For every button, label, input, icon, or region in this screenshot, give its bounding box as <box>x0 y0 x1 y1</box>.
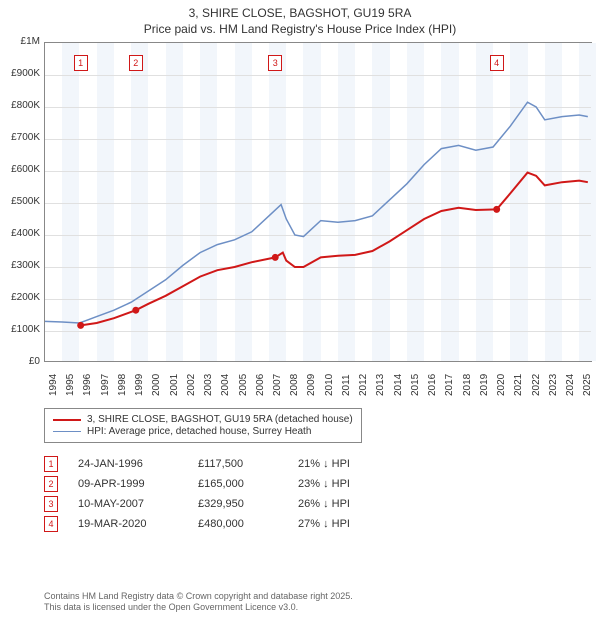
x-axis-label: 2012 <box>358 374 369 396</box>
x-axis-label: 2015 <box>410 374 421 396</box>
x-axis-label: 2023 <box>548 374 559 396</box>
series-price_paid <box>81 173 588 326</box>
x-axis-label: 2000 <box>151 374 162 396</box>
x-axis-label: 2021 <box>513 374 524 396</box>
x-axis-label: 2014 <box>393 374 404 396</box>
y-axis-label: £300K <box>0 260 40 271</box>
x-axis-label: 2002 <box>186 374 197 396</box>
legend-swatch <box>53 431 81 432</box>
y-axis-label: £0 <box>0 356 40 367</box>
x-axis-label: 2020 <box>496 374 507 396</box>
x-axis-label: 2001 <box>169 374 180 396</box>
sales-row-marker: 4 <box>44 516 58 532</box>
sales-row-diff: 26% ↓ HPI <box>298 498 378 510</box>
sales-row-date: 10-MAY-2007 <box>78 498 178 510</box>
footer-attribution: Contains HM Land Registry data © Crown c… <box>44 591 353 614</box>
x-axis-label: 1994 <box>48 374 59 396</box>
sales-row-diff: 21% ↓ HPI <box>298 458 378 470</box>
sales-row: 1 24-JAN-1996 £117,500 21% ↓ HPI <box>44 456 378 472</box>
x-axis-label: 2003 <box>203 374 214 396</box>
x-axis-label: 1996 <box>82 374 93 396</box>
sale-dot <box>493 206 500 213</box>
sales-table: 1 24-JAN-1996 £117,500 21% ↓ HPI 2 09-APR-199… <box>44 452 378 536</box>
x-axis-label: 2017 <box>444 374 455 396</box>
x-axis-label: 2025 <box>582 374 593 396</box>
sales-row-price: £329,950 <box>198 498 278 510</box>
sales-row: 3 10-MAY-2007 £329,950 26% ↓ HPI <box>44 496 378 512</box>
x-axis-label: 2018 <box>462 374 473 396</box>
legend-item: HPI: Average price, detached house, Surr… <box>53 426 353 437</box>
y-axis-label: £700K <box>0 132 40 143</box>
x-axis-label: 2008 <box>289 374 300 396</box>
x-axis-label: 2013 <box>375 374 386 396</box>
x-axis-label: 1999 <box>134 374 145 396</box>
x-axis-label: 2004 <box>220 374 231 396</box>
sales-row: 2 09-APR-1999 £165,000 23% ↓ HPI <box>44 476 378 492</box>
sale-marker: 3 <box>268 55 282 71</box>
x-axis-label: 2007 <box>272 374 283 396</box>
sales-row-price: £480,000 <box>198 518 278 530</box>
sales-row-date: 24-JAN-1996 <box>78 458 178 470</box>
sale-dot <box>272 254 279 261</box>
x-axis-label: 2019 <box>479 374 490 396</box>
x-axis-label: 2016 <box>427 374 438 396</box>
sales-row-diff: 27% ↓ HPI <box>298 518 378 530</box>
x-axis-label: 1998 <box>117 374 128 396</box>
y-axis-label: £1M <box>0 36 40 47</box>
sale-marker: 4 <box>490 55 504 71</box>
sale-dot <box>132 307 139 314</box>
y-axis-label: £900K <box>0 68 40 79</box>
footer-line2: This data is licensed under the Open Gov… <box>44 602 353 614</box>
sales-row-date: 09-APR-1999 <box>78 478 178 490</box>
sales-row-date: 19-MAR-2020 <box>78 518 178 530</box>
chart-legend: 3, SHIRE CLOSE, BAGSHOT, GU19 5RA (detac… <box>44 408 362 443</box>
sales-row-diff: 23% ↓ HPI <box>298 478 378 490</box>
chart-title-block: 3, SHIRE CLOSE, BAGSHOT, GU19 5RA Price … <box>0 0 600 36</box>
x-axis-label: 2005 <box>238 374 249 396</box>
legend-label: 3, SHIRE CLOSE, BAGSHOT, GU19 5RA (detac… <box>87 414 353 425</box>
sale-marker: 2 <box>129 55 143 71</box>
sales-row-price: £117,500 <box>198 458 278 470</box>
legend-label: HPI: Average price, detached house, Surr… <box>87 426 311 437</box>
legend-swatch <box>53 419 81 421</box>
chart-lines <box>45 43 593 363</box>
chart-plot-area: 1 2 3 4 <box>44 42 592 362</box>
y-axis-label: £500K <box>0 196 40 207</box>
x-axis-label: 2009 <box>306 374 317 396</box>
x-axis-label: 1995 <box>65 374 76 396</box>
sales-row-price: £165,000 <box>198 478 278 490</box>
sale-marker: 1 <box>74 55 88 71</box>
y-axis-label: £100K <box>0 324 40 335</box>
sales-row-marker: 3 <box>44 496 58 512</box>
chart-title-address: 3, SHIRE CLOSE, BAGSHOT, GU19 5RA <box>0 6 600 20</box>
sales-row: 4 19-MAR-2020 £480,000 27% ↓ HPI <box>44 516 378 532</box>
x-axis-label: 2006 <box>255 374 266 396</box>
x-axis-label: 2024 <box>565 374 576 396</box>
y-axis-label: £400K <box>0 228 40 239</box>
sale-dot <box>77 322 84 329</box>
footer-line1: Contains HM Land Registry data © Crown c… <box>44 591 353 603</box>
sales-row-marker: 1 <box>44 456 58 472</box>
chart-title-subtitle: Price paid vs. HM Land Registry's House … <box>0 22 600 36</box>
y-axis-label: £600K <box>0 164 40 175</box>
x-axis-label: 2022 <box>531 374 542 396</box>
sales-row-marker: 2 <box>44 476 58 492</box>
y-axis-label: £800K <box>0 100 40 111</box>
x-axis-label: 2011 <box>341 374 352 396</box>
y-axis-label: £200K <box>0 292 40 303</box>
legend-item: 3, SHIRE CLOSE, BAGSHOT, GU19 5RA (detac… <box>53 414 353 425</box>
series-hpi <box>45 102 588 323</box>
x-axis-label: 1997 <box>100 374 111 396</box>
x-axis-label: 2010 <box>324 374 335 396</box>
